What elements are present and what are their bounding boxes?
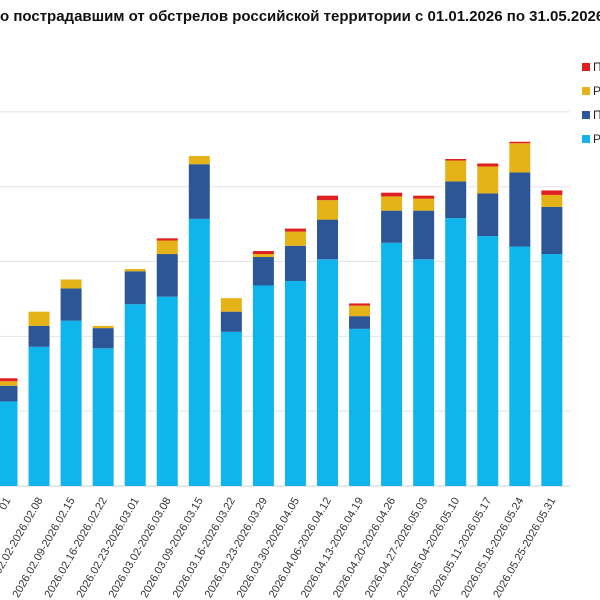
bar-segment-series-0-9 [284,280,306,486]
bar-segment-series-0-1 [28,346,50,486]
bar-segment-series-1-8 [252,257,274,286]
bar-segment-series-3-12 [381,192,403,197]
bar-segment-series-0-4 [124,304,146,486]
bar-segment-series-2-8 [252,254,274,258]
bar-segment-series-0-2 [60,320,82,486]
x-tick-label: 2026.04.13-2026.04.19 [299,496,366,600]
bar-segment-series-1-14 [445,181,467,219]
bar-segment-series-0-16 [509,246,531,486]
x-tick-label: 2026.03.30-2026.04.05 [235,496,302,600]
bar-segment-series-2-11 [349,305,371,317]
x-tick-label: 2026.02.23-2026.03.01 [75,496,142,600]
legend-swatch [582,63,590,71]
bar-segment-series-1-12 [381,210,403,243]
bar-segment-series-2-17 [541,194,563,207]
bar-segment-series-1-6 [188,164,210,219]
legend-label: П [593,108,600,122]
bar-segment-series-1-9 [284,245,306,281]
bar-segment-series-2-13 [413,198,435,211]
bar-segment-series-3-14 [445,159,467,161]
bar-segment-series-0-6 [188,218,210,486]
bar-segment-series-3-5 [156,238,178,241]
x-tick-label: 2026.04.06-2026.04.12 [267,496,334,600]
bar-segment-series-1-16 [509,172,531,247]
bar-segment-series-0-14 [445,218,467,486]
bar-segment-series-1-10 [317,219,338,260]
bar-segment-series-0-5 [156,296,178,486]
x-tick-label: 2026.03.09-2026.03.15 [139,496,206,600]
bar-segment-series-2-15 [477,166,499,194]
bar-segment-series-3-10 [317,195,338,201]
x-tick-labels: 012026.02.02-2026.02.082026.02.09-2026.0… [0,496,558,600]
bar-segment-series-0-0 [0,401,18,486]
bar-segment-series-1-7 [220,311,242,332]
bar-segment-series-2-9 [284,231,306,246]
bar-segment-series-1-2 [60,288,82,321]
bar-segment-series-2-6 [188,156,210,165]
bar-segment-series-2-1 [28,311,50,326]
bar-segment-series-1-5 [156,254,178,297]
bar-segment-series-2-0 [0,381,18,386]
x-tick-label: 2026.05.04-2026.05.10 [395,496,462,600]
bar-segment-series-2-2 [60,279,82,289]
bar-segment-series-0-7 [220,331,242,486]
bar-segment-series-3-15 [477,163,499,167]
bar-segment-series-2-10 [317,200,338,220]
x-tick-label: 2026.03.16-2026.03.22 [171,496,238,600]
bar-segment-series-0-11 [349,328,371,486]
bar-segment-series-1-4 [124,271,146,305]
bar-segment-series-3-11 [349,303,371,306]
bar-segment-series-2-7 [220,298,242,312]
bar-segment-series-2-5 [156,240,178,255]
bar-segment-series-2-14 [445,160,467,182]
bar-segment-series-0-3 [92,348,114,486]
bar-segment-series-1-13 [413,210,435,260]
bar-segment-series-2-16 [509,143,531,173]
bar-segment-series-1-17 [541,206,563,255]
x-tick-label: 2026.05.25-2026.05.31 [491,496,558,600]
bar-segment-series-3-0 [0,378,18,382]
x-tick-label: 01 [0,496,14,513]
x-tick-label: 2026.03.02-2026.03.08 [107,496,174,600]
bar-segment-series-0-15 [477,236,499,486]
bar-segment-series-1-11 [349,316,371,329]
chart-title: о пострадавшим от обстрелов российской т… [0,8,600,25]
bar-segment-series-3-16 [509,141,531,144]
x-tick-label: 2026.04.20-2026.04.26 [331,496,398,600]
legend-label: Р [593,132,600,146]
bar-segment-series-1-1 [28,325,50,347]
bar-segment-series-2-4 [124,269,146,272]
bar-segment-series-0-13 [413,259,435,486]
bar-segment-series-0-12 [381,242,403,486]
bar-segment-series-1-0 [0,385,18,402]
x-tick-label: 2026.02.16-2026.02.22 [42,496,109,600]
bar-segment-series-3-8 [252,251,274,255]
bar-segment-series-0-10 [317,259,338,486]
x-tick-label: 2026.02.09-2026.02.15 [10,496,77,600]
x-tick-label: 2026.05.18-2026.05.24 [459,496,526,600]
legend-swatch [582,111,590,119]
bar-segment-series-0-8 [252,285,274,486]
x-tick-label: 2026.05.11-2026.05.17 [427,496,494,600]
bars [0,141,563,486]
bar-segment-series-3-17 [541,190,563,195]
bar-segment-series-1-15 [477,193,499,237]
bar-segment-series-3-9 [284,228,306,232]
bar-segment-series-3-13 [413,195,435,199]
legend-swatch [582,135,590,143]
legend-swatch [582,87,590,95]
x-tick-label: 2026.04.27-2026.05.03 [363,496,430,600]
bar-segment-series-0-17 [541,254,563,486]
bar-segment-series-2-12 [381,196,403,211]
bar-segment-series-1-3 [92,328,114,349]
bar-segment-series-2-3 [92,325,114,329]
legend-label: Р [593,84,600,98]
x-tick-label: 2026.03.23-2026.03.29 [203,496,270,600]
legend-label: П [593,60,600,74]
